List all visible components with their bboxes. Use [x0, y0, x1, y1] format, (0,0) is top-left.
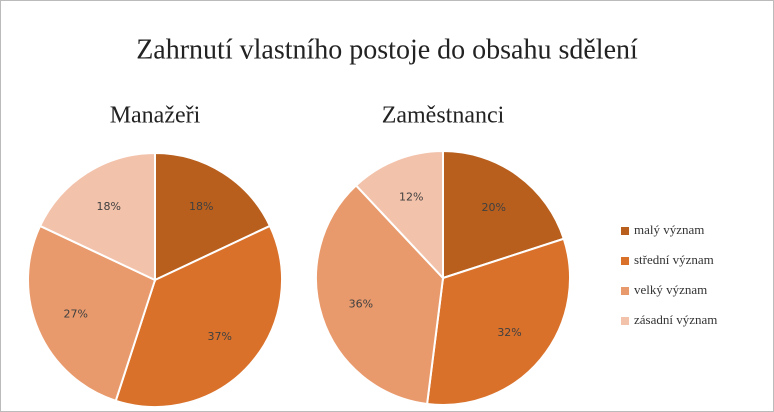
- legend-label: velký význam: [634, 282, 707, 297]
- data-label: 18%: [189, 200, 213, 213]
- legend-label: zásadní význam: [634, 312, 717, 327]
- data-label: 12%: [399, 191, 423, 204]
- legend-swatch: [621, 257, 629, 265]
- chart-title: Zahrnutí vlastního postoje do obsahu sdě…: [136, 34, 638, 65]
- legend-swatch: [621, 317, 629, 325]
- pie-slice: [442, 149, 566, 280]
- pie-slice: [38, 151, 156, 282]
- pie-slice: [27, 224, 157, 403]
- data-label: 27%: [64, 307, 88, 320]
- pie-title: Manažeři: [110, 103, 201, 129]
- data-label: 36%: [349, 298, 373, 311]
- legend-label: střední význam: [634, 252, 714, 267]
- pie-title: Zaměstnanci: [382, 103, 505, 129]
- legend-label: malý význam: [634, 222, 704, 237]
- pie-slice: [114, 224, 283, 408]
- data-label: 32%: [497, 326, 521, 339]
- data-label: 37%: [208, 330, 232, 343]
- data-label: 18%: [96, 200, 120, 213]
- pie-slice: [315, 184, 445, 406]
- legend-swatch: [621, 227, 629, 235]
- pie-slice: [354, 149, 444, 281]
- legend-swatch: [621, 287, 629, 295]
- pie-slice: [425, 237, 571, 406]
- pie-slice: [154, 151, 272, 282]
- data-label: 20%: [482, 201, 506, 214]
